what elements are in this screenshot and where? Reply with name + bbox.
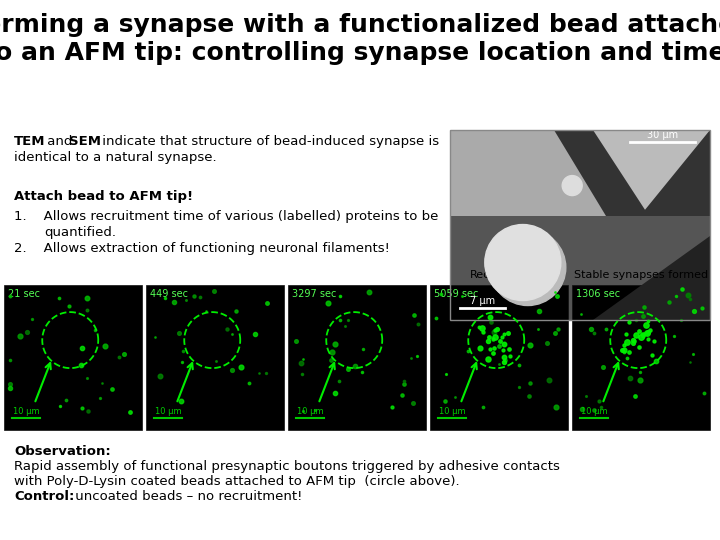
Text: SEM: SEM — [69, 135, 101, 148]
Text: Observation:: Observation: — [14, 445, 111, 458]
Text: 30 μm: 30 μm — [647, 130, 678, 140]
Text: 3297 sec: 3297 sec — [292, 289, 336, 299]
Text: 10 μm: 10 μm — [438, 407, 465, 416]
Text: indicate that structure of bead-induced synapse is: indicate that structure of bead-induced … — [98, 135, 439, 148]
Text: identical to a natural synapse.: identical to a natural synapse. — [14, 151, 217, 164]
FancyBboxPatch shape — [4, 285, 142, 430]
Text: 21 sec: 21 sec — [8, 289, 40, 299]
Text: Recruited!: Recruited! — [470, 270, 528, 280]
Text: Rapid assembly of functional presynaptic boutons triggered by adhesive contacts: Rapid assembly of functional presynaptic… — [14, 460, 560, 473]
Text: 10 μm: 10 μm — [581, 407, 607, 416]
Text: 10 μm: 10 μm — [297, 407, 323, 416]
FancyBboxPatch shape — [450, 130, 710, 215]
Text: quantified.: quantified. — [44, 226, 116, 239]
Circle shape — [485, 225, 561, 301]
Polygon shape — [593, 237, 710, 320]
Text: Control:: Control: — [14, 490, 74, 503]
Text: 5059 sec: 5059 sec — [434, 289, 478, 299]
Text: TEM: TEM — [14, 135, 45, 148]
FancyBboxPatch shape — [288, 285, 426, 430]
Text: to an AFM tip: controlling synapse location and time!: to an AFM tip: controlling synapse locat… — [0, 41, 720, 65]
Text: 10 μm: 10 μm — [13, 407, 40, 416]
Polygon shape — [554, 130, 710, 215]
FancyBboxPatch shape — [450, 215, 710, 320]
Text: 10 μm: 10 μm — [155, 407, 181, 416]
FancyBboxPatch shape — [572, 285, 710, 430]
FancyBboxPatch shape — [146, 285, 284, 430]
FancyBboxPatch shape — [430, 285, 568, 430]
Circle shape — [562, 176, 582, 195]
Text: 1.    Allows recruitment time of various (labelled) proteins to be: 1. Allows recruitment time of various (l… — [14, 210, 438, 223]
Text: uncoated beads – no recruitment!: uncoated beads – no recruitment! — [71, 490, 302, 503]
Text: 2.    Allows extraction of functioning neuronal filaments!: 2. Allows extraction of functioning neur… — [14, 242, 390, 255]
Circle shape — [490, 230, 566, 306]
Text: 1306 sec: 1306 sec — [576, 289, 620, 299]
Text: with Poly-D-Lysin coated beads attached to AFM tip  (circle above).: with Poly-D-Lysin coated beads attached … — [14, 475, 459, 488]
Text: Stable synapses formed: Stable synapses formed — [574, 270, 708, 280]
Text: Attach bead to AFM tip!: Attach bead to AFM tip! — [14, 190, 193, 203]
Text: 7 μm: 7 μm — [470, 296, 495, 306]
Text: and: and — [43, 135, 76, 148]
Polygon shape — [593, 130, 710, 210]
Text: Forming a synapse with a functionalized bead attached: Forming a synapse with a functionalized … — [0, 13, 720, 37]
Text: 449 sec: 449 sec — [150, 289, 188, 299]
